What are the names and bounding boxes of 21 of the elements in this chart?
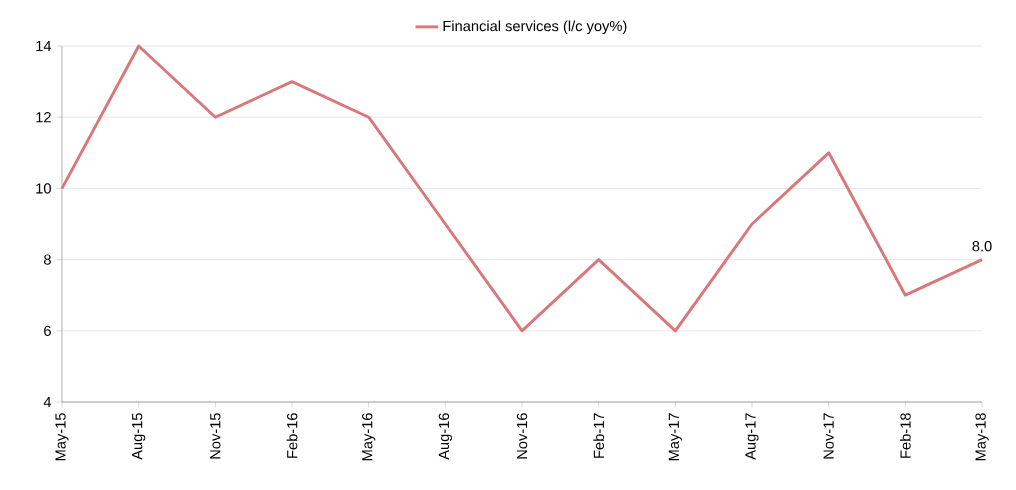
x-tick-label: Feb-17 bbox=[593, 413, 605, 458]
x-tick-label: Aug-16 bbox=[438, 413, 452, 460]
x-tick-label: Nov-16 bbox=[516, 413, 528, 459]
y-tick-label: 8 bbox=[43, 254, 51, 265]
y-tick-label: 6 bbox=[44, 325, 51, 336]
x-tick-label: May-15 bbox=[55, 413, 69, 461]
x-tick-label: Aug-15 bbox=[132, 413, 146, 460]
y-tick-label: 12 bbox=[36, 112, 51, 123]
y-tick-label: 4 bbox=[43, 396, 52, 408]
x-tick-label: May-16 bbox=[362, 413, 376, 461]
x-tick-label: May-18 bbox=[975, 413, 989, 461]
x-tick-label: May-17 bbox=[668, 413, 682, 461]
annotation: 8.0 bbox=[972, 240, 992, 252]
y-tick-label: 10 bbox=[36, 183, 51, 194]
x-tick-label: Feb-16 bbox=[286, 413, 298, 458]
x-tick-label: Aug-17 bbox=[745, 413, 759, 460]
x-tick-label: Nov-17 bbox=[823, 413, 834, 459]
x-tick-label: Feb-18 bbox=[899, 413, 911, 458]
x-tick-label: Nov-15 bbox=[210, 413, 221, 459]
y-tick-label: 14 bbox=[36, 40, 52, 52]
legend-label: Financial services (l/c yoy%) bbox=[443, 20, 627, 35]
